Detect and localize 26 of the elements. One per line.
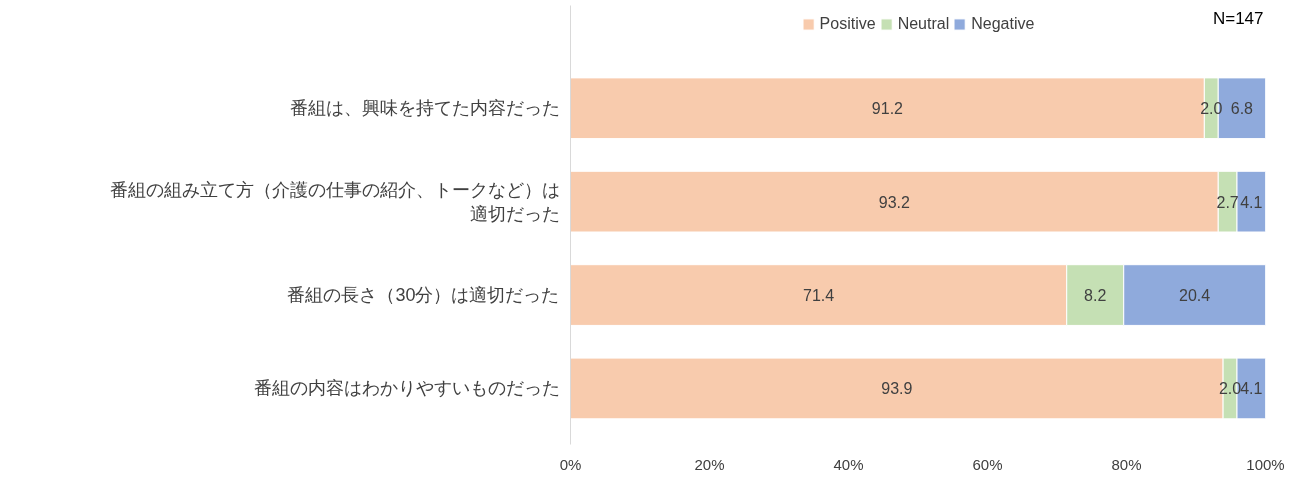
data-label: 71.4	[803, 287, 835, 305]
legend-label: Negative	[971, 15, 1035, 33]
y-tick-label: 番組は、興味を持てた内容だった	[289, 98, 560, 119]
data-label: 8.2	[1084, 287, 1107, 305]
data-label: 2.0	[1218, 380, 1242, 398]
data-label: 2.7	[1216, 193, 1239, 211]
data-label: 6.8	[1230, 100, 1254, 118]
x-tick-label: 100%	[1246, 455, 1285, 473]
x-tick-label: 80%	[1111, 455, 1142, 473]
x-tick-label: 0%	[559, 455, 582, 473]
y-tick-label: 番組の長さ（30分）は適切だった	[287, 285, 560, 306]
data-label: 4.1	[1240, 380, 1263, 398]
legend-label: Positive	[819, 15, 876, 33]
x-tick-label: 20%	[694, 455, 725, 473]
annotation: N=147	[1212, 8, 1264, 28]
legend-label: Neutral	[897, 15, 950, 33]
data-label: 20.4	[1179, 287, 1211, 305]
x-tick-label: 60%	[972, 455, 1003, 473]
data-label: 93.9	[881, 380, 913, 398]
data-label: 2.0	[1200, 100, 1223, 118]
data-label: 4.1	[1240, 193, 1263, 211]
data-label: 91.2	[871, 100, 904, 118]
data-label: 93.2	[878, 193, 911, 211]
y-tick-label: 番組の内容はわかりやすいものだった	[253, 378, 560, 399]
y-tick-label: 番組の組み立て方（介護の仕事の紹介、トークなど）は適切だった	[109, 179, 560, 224]
x-tick-label: 40%	[833, 455, 864, 473]
